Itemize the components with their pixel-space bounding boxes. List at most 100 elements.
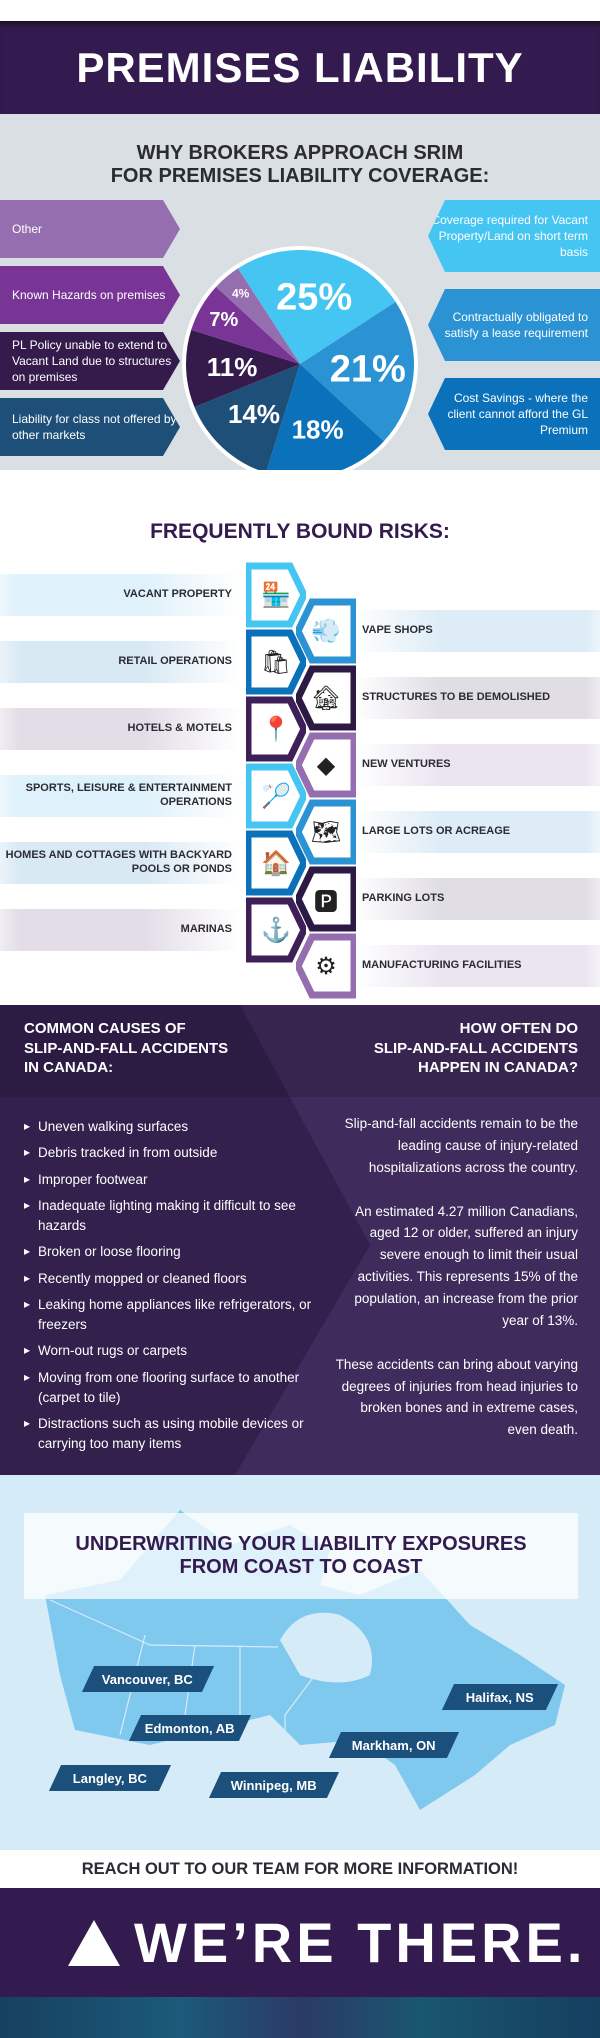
frequency-heading: HOW OFTEN DO SLIP-AND-FALL ACCIDENTS HAP… xyxy=(374,1019,578,1078)
risk-hexagon: 🅿 xyxy=(296,866,356,932)
risk-item: HOTELS & MOTELS xyxy=(0,708,240,750)
cause-item: Debris tracked in from outside xyxy=(24,1143,324,1163)
slip-and-fall-section: COMMON CAUSES OF SLIP-AND-FALL ACCIDENTS… xyxy=(0,1005,600,1475)
pie-legend-tag: Contractually obligated to satisfy a lea… xyxy=(428,289,600,361)
risk-hexagon: ◆ xyxy=(296,732,356,798)
cause-item: Broken or loose flooring xyxy=(24,1242,324,1262)
shopping-bags-icon: 🛍 xyxy=(260,648,292,676)
pie-slice xyxy=(186,329,300,408)
dock-icon: ⚓ xyxy=(261,916,291,944)
risk-hexagon: ⚓ xyxy=(246,897,306,963)
risk-hexagon: 🏠 xyxy=(246,830,306,896)
risk-item: LARGE LOTS OR ACREAGE xyxy=(354,811,600,853)
risk-item: VACANT PROPERTY xyxy=(0,574,240,616)
city-label: Langley, BC xyxy=(48,1765,172,1791)
city-label: Edmonton, AB xyxy=(128,1715,252,1741)
risk-hexagon: 🛍 xyxy=(246,629,306,695)
heading-line: COMMON CAUSES OF xyxy=(24,1020,186,1037)
risk-item: STRUCTURES TO BE DEMOLISHED xyxy=(354,677,600,719)
pie-section: WHY BROKERS APPROACH SRIM FOR PREMISES L… xyxy=(0,114,600,482)
city-label: Vancouver, BC xyxy=(81,1666,215,1692)
pie-slice-label: 4% xyxy=(232,287,250,301)
pie-slice xyxy=(265,364,384,478)
pie-legend-tag: Cost Savings - where the client cannot a… xyxy=(428,378,600,450)
damaged-house-icon: 🏚 xyxy=(310,684,342,712)
map-title: UNDERWRITING YOUR LIABILITY EXPOSURES FR… xyxy=(75,1533,526,1579)
pie-legend-tag: PL Policy unable to extend to Vacant Lan… xyxy=(0,332,180,390)
frequency-text: Slip-and-fall accidents remain to be the… xyxy=(330,1113,578,1463)
cause-item: Worn-out rugs or carpets xyxy=(24,1341,324,1361)
pie-slice xyxy=(216,268,300,364)
risk-item: MANUFACTURING FACILITIES xyxy=(354,945,600,987)
risk-item: MARINAS xyxy=(0,909,240,951)
cause-item: Moving from one flooring surface to anot… xyxy=(24,1368,324,1409)
risk-hexagon: 💨 xyxy=(296,598,356,664)
risk-item: HOMES AND COTTAGES WITH BACKYARD POOLS O… xyxy=(0,842,240,884)
hotel-pin-icon: 📍 xyxy=(261,715,291,743)
cause-item: Improper footwear xyxy=(24,1170,324,1190)
city-label: Winnipeg, MB xyxy=(208,1772,340,1798)
sports-equipment-icon: 🏸 xyxy=(261,782,291,810)
heading-line: HAPPEN IN CANADA? xyxy=(417,1059,578,1076)
causes-heading: COMMON CAUSES OF SLIP-AND-FALL ACCIDENTS… xyxy=(24,1019,228,1078)
title-line: FOR PREMISES LIABILITY COVERAGE: xyxy=(110,165,490,187)
risk-item: NEW VENTURES xyxy=(354,744,600,786)
risk-item: RETAIL OPERATIONS xyxy=(0,641,240,683)
storefront-icon: 🏪 xyxy=(261,581,291,609)
pie-slice-label: 18% xyxy=(292,415,344,445)
pie-slice xyxy=(300,301,414,442)
heading-line: SLIP-AND-FALL ACCIDENTS xyxy=(373,1039,578,1057)
pie-slice-label: 21% xyxy=(330,349,406,391)
house-icon: 🏠 xyxy=(261,849,291,877)
risk-hexagon: ⚙ xyxy=(296,933,356,999)
pie-slice-label: 7% xyxy=(209,309,238,331)
city-name: Langley, BC xyxy=(72,1770,148,1786)
pie-legend-tag: Coverage required for Vacant Property/La… xyxy=(428,200,600,272)
title-line: FROM COAST TO COAST xyxy=(179,1556,423,1578)
risks-title: FREQUENTLY BOUND RISKS: xyxy=(150,520,450,543)
tagline-text: WE’RE THERE. xyxy=(134,1911,587,1974)
pie-slice-label: 25% xyxy=(276,276,352,318)
pie-legend-tag: Other xyxy=(0,200,180,258)
city-label: Halifax, NS xyxy=(441,1684,559,1710)
heading-line: IN CANADA: xyxy=(24,1059,114,1076)
cause-item: Recently mopped or cleaned floors xyxy=(24,1269,324,1289)
paragraph: Slip-and-fall accidents remain to be the… xyxy=(344,1116,578,1175)
causes-list: Uneven walking surfaces Debris tracked in… xyxy=(24,1117,324,1461)
title-line: WHY BROKERS APPROACH SRIM xyxy=(136,142,464,164)
now-open-sign-icon: ◆ xyxy=(316,751,336,779)
title-line: UNDERWRITING YOUR LIABILITY EXPOSURES xyxy=(75,1533,527,1555)
pie-legend-tag: Liability for class not offered by other… xyxy=(0,398,180,456)
city-name: Vancouver, BC xyxy=(102,1671,194,1687)
city-name: Markham, ON xyxy=(352,1737,436,1753)
risk-item: SPORTS, LEISURE & ENTERTAINMENT OPERATIO… xyxy=(0,775,240,817)
heading-line: SLIP-AND-FALL ACCIDENTS xyxy=(24,1039,229,1057)
gears-icon: ⚙ xyxy=(315,952,337,980)
vape-icon: 💨 xyxy=(311,617,341,645)
cause-item: Inadequate lighting making it difficult … xyxy=(24,1196,324,1237)
call-to-action: REACH OUT TO OUR TEAM FOR MORE INFORMATI… xyxy=(81,1859,519,1878)
footer-stripe xyxy=(0,1997,600,2038)
pie-slice xyxy=(194,364,300,473)
parking-icon: 🅿 xyxy=(314,888,338,916)
page-title: PREMISES LIABILITY xyxy=(76,43,524,91)
risk-hexagon: 📍 xyxy=(246,696,306,762)
city-name: Edmonton, AB xyxy=(145,1720,235,1736)
heading-band xyxy=(0,1005,600,1097)
pie-slice-label: 11% xyxy=(207,352,258,382)
paragraph: These accidents can bring about varying … xyxy=(335,1356,578,1438)
risk-item: VAPE SHOPS xyxy=(354,610,600,652)
map-title-box: UNDERWRITING YOUR LIABILITY EXPOSURES FR… xyxy=(24,1513,578,1599)
risks-section: FREQUENTLY BOUND RISKS: VACANT PROPERTY 🏪… xyxy=(0,470,600,1005)
triangle-logo-icon xyxy=(68,1919,120,1966)
city-name: Winnipeg, MB xyxy=(231,1777,317,1793)
risk-hexagon: 🏪 xyxy=(246,562,306,628)
paragraph: An estimated 4.27 million Canadians, age… xyxy=(354,1203,578,1328)
tagline: WE’RE THERE. xyxy=(68,1910,586,1975)
pie-section-title: WHY BROKERS APPROACH SRIM FOR PREMISES L… xyxy=(0,142,600,188)
pie-slice-label: 14% xyxy=(228,399,280,429)
map-section: UNDERWRITING YOUR LIABILITY EXPOSURES FR… xyxy=(0,1475,600,1850)
risk-item: PARKING LOTS xyxy=(354,878,600,920)
city-name: Halifax, NS xyxy=(466,1689,534,1705)
pie-chart: 25% 21% 18% 14% 11% 7% 4% xyxy=(182,246,418,482)
